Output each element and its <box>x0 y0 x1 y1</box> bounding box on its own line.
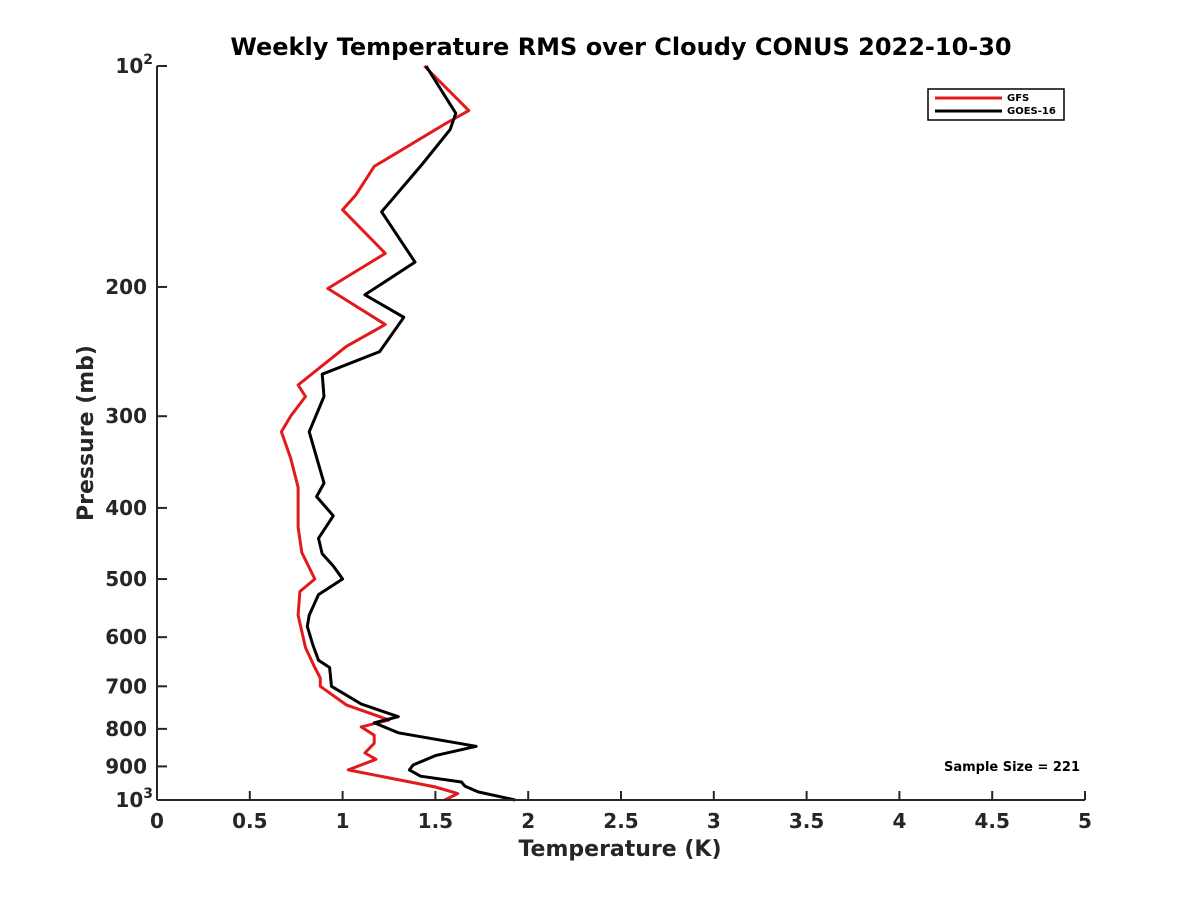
series-line-gfs <box>279 64 471 802</box>
series-line-goes16 <box>305 65 516 802</box>
y-tick-label: 500 <box>105 567 147 591</box>
y-tick-label: 800 <box>105 717 147 741</box>
y-tick-label: 300 <box>105 404 147 428</box>
x-tick-label: 1.5 <box>418 809 453 833</box>
x-axis-label: Temperature (K) <box>518 837 721 862</box>
x-tick-label: 5 <box>1078 809 1092 833</box>
x-tick-label: 4.5 <box>974 809 1009 833</box>
x-tick-label: 4 <box>892 809 906 833</box>
y-tick-label: 900 <box>105 754 147 778</box>
y-axis-label: Pressure (mb) <box>74 345 99 521</box>
y-tick-label: 103 <box>115 786 153 812</box>
y-tick-label: 200 <box>105 275 147 299</box>
x-tick-label: 0.5 <box>232 809 267 833</box>
y-tick-label: 600 <box>105 625 147 649</box>
x-tick-label: 0 <box>150 809 164 833</box>
chart-title: Weekly Temperature RMS over Cloudy CONUS… <box>230 33 1011 61</box>
legend-label-goes16: GOES-16 <box>1007 106 1056 117</box>
y-tick-label: 700 <box>105 674 147 698</box>
y-tick-label: 400 <box>105 496 147 520</box>
plot-area: 0 0.5 1 1.5 2 2.5 3 3.5 4 4.5 5 102 200 300 400 500 600 7… <box>105 52 1092 833</box>
x-tick-label: 3 <box>707 809 721 833</box>
x-tick-label: 2 <box>521 809 535 833</box>
legend-box <box>927 88 1065 121</box>
legend: GFS GOES-16 <box>927 88 1065 121</box>
y-tick-label: 102 <box>115 52 153 78</box>
x-tick-label: 3.5 <box>789 809 824 833</box>
legend-label-gfs: GFS <box>1007 93 1029 104</box>
x-tick-label: 2.5 <box>603 809 638 833</box>
x-tick-label: 1 <box>336 809 350 833</box>
sample-size-annotation: Sample Size = 221 <box>944 760 1080 775</box>
